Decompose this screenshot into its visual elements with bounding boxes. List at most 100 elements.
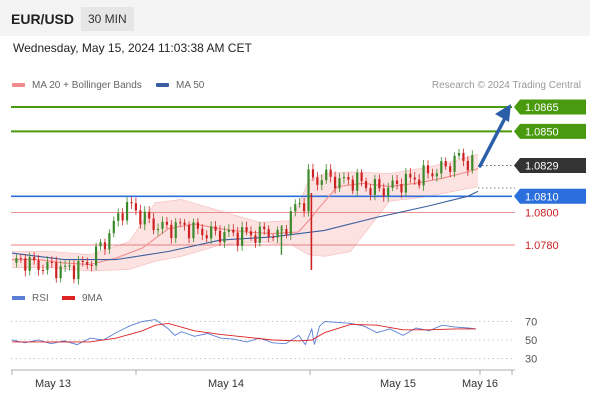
candle-body xyxy=(64,265,67,267)
time-axis-label: May 16 xyxy=(462,378,498,390)
time-axis-label: May 14 xyxy=(208,378,244,390)
rsi-level-label: 30 xyxy=(525,354,537,366)
candle-body xyxy=(201,228,204,236)
candle-body xyxy=(94,246,98,266)
ma50-line xyxy=(11,190,479,261)
legend-label-ma50: MA 50 xyxy=(176,80,205,91)
candle-body xyxy=(223,231,226,243)
research-credit: Research © 2024 Trading Central xyxy=(431,80,581,91)
rsi-panel: 70 50 30 xyxy=(11,317,537,366)
candle-body xyxy=(134,203,138,211)
candle-body xyxy=(156,228,160,231)
legend-swatch-ma50 xyxy=(156,83,169,88)
candle-body xyxy=(218,230,222,243)
rsi-level-label: 50 xyxy=(525,335,537,347)
candle-body xyxy=(258,226,261,243)
candle-body xyxy=(413,177,416,180)
support-label-tag xyxy=(514,188,586,204)
legend-9ma: 9MA xyxy=(62,293,103,304)
candle-body xyxy=(294,204,297,212)
candle-body xyxy=(99,242,102,247)
forecast-arrow xyxy=(478,104,511,168)
candle-body xyxy=(112,220,115,234)
candle-body xyxy=(373,179,377,195)
candle-body xyxy=(263,226,266,230)
candle-body xyxy=(444,161,447,167)
resistance-label-tag xyxy=(514,123,586,139)
candle-body xyxy=(285,229,288,235)
candle-body xyxy=(19,258,22,260)
time-axis-label: May 13 xyxy=(35,378,71,390)
candle-body xyxy=(86,261,89,265)
candle-body xyxy=(466,160,469,171)
price-levels xyxy=(11,106,515,246)
current-level-label: 1.0829 xyxy=(525,160,559,172)
candle-body xyxy=(139,210,142,225)
instrument-symbol: EUR/USD xyxy=(11,11,75,27)
candle-body xyxy=(418,179,421,186)
candle-body xyxy=(130,202,133,204)
candle-body xyxy=(400,183,403,193)
candle-body xyxy=(165,221,168,225)
candle-body xyxy=(356,172,359,191)
chart-header: EUR/USD 30 MIN xyxy=(0,0,590,36)
candle-body xyxy=(81,260,84,262)
resistance-level-label: 1.0865 xyxy=(525,102,559,114)
candle-body xyxy=(68,265,71,267)
candle-body xyxy=(103,242,107,250)
candle-body xyxy=(364,181,368,189)
candle-body xyxy=(404,173,407,193)
legend-rsi: RSI xyxy=(12,293,49,304)
candle-body xyxy=(329,169,332,177)
candle-body xyxy=(435,173,438,177)
candle-body xyxy=(471,155,474,171)
candle-body xyxy=(55,262,58,279)
minor-level-label: 1.0800 xyxy=(525,208,559,220)
forecast-arrow-shaft xyxy=(478,118,506,168)
candle-body xyxy=(41,269,45,271)
forecast-arrow-head xyxy=(495,104,511,122)
candle-body xyxy=(462,152,465,161)
candle-body xyxy=(214,226,217,231)
candle-body xyxy=(320,180,323,185)
candle-body xyxy=(210,226,213,239)
candle-body xyxy=(227,229,230,232)
candle-body xyxy=(148,211,151,219)
candle-body xyxy=(369,188,372,195)
time-axis: May 13 May 14 May 15 May 16 xyxy=(11,369,515,390)
candle-body xyxy=(391,180,394,188)
price-level-labels: 1.0865 1.0850 1.0829 1.0810 1.0800 1.0780 xyxy=(514,99,586,252)
candle-body xyxy=(382,188,385,197)
candle-body xyxy=(245,227,248,232)
candle-body xyxy=(440,161,443,174)
candle-body xyxy=(108,233,111,250)
candle-body xyxy=(117,213,120,221)
candle-body xyxy=(174,222,177,239)
rsi-level-label: 70 xyxy=(525,317,537,329)
candle-body xyxy=(342,177,346,179)
minor-level-label: 1.0780 xyxy=(525,240,559,252)
candle-body xyxy=(196,222,199,229)
candle-body xyxy=(449,166,452,172)
candle-body xyxy=(50,261,53,263)
candle-body xyxy=(347,177,350,180)
support-level-label: 1.0810 xyxy=(525,191,559,203)
candle-body xyxy=(254,235,257,243)
candle-body xyxy=(457,152,461,156)
candle-body xyxy=(33,257,36,261)
chart-datetime: Wednesday, May 15, 2024 11:03:38 AM CET xyxy=(13,41,252,55)
candle-body xyxy=(307,169,310,212)
candle-body xyxy=(121,213,124,221)
candle-body xyxy=(426,165,430,174)
candle-body xyxy=(325,169,328,181)
legend-label-9ma: 9MA xyxy=(82,293,103,304)
legend-label-ma20: MA 20 + Bollinger Bands xyxy=(32,80,142,91)
timeframe-button[interactable]: 30 MIN xyxy=(81,7,134,31)
candle-body xyxy=(77,260,80,280)
current-label-tag xyxy=(514,157,586,173)
legend-swatch-ma20 xyxy=(12,83,25,88)
candle-body xyxy=(37,260,40,270)
candle-body xyxy=(59,266,62,279)
candle-body xyxy=(187,224,191,239)
